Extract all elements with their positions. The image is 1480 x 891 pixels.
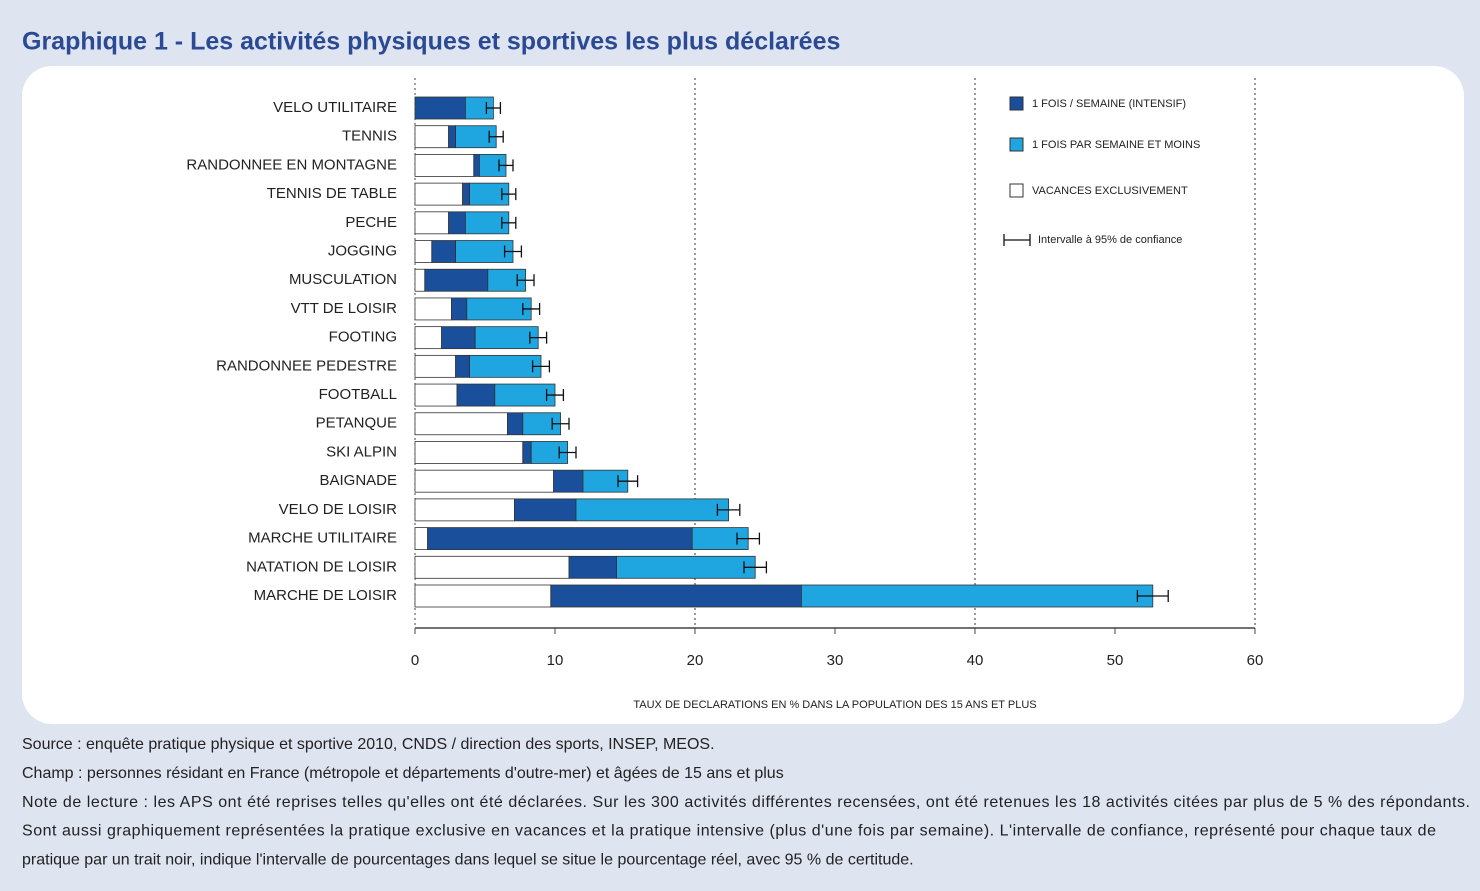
bar-segment: [414, 584, 552, 608]
bar-segment: [414, 125, 449, 149]
category-label: MARCHE DE LOISIR: [254, 587, 398, 604]
bar-segment: [414, 469, 555, 493]
panel: [22, 66, 1464, 724]
legend-label: Intervalle à 95% de confiance: [1038, 234, 1182, 246]
bar-segment: [801, 584, 1154, 608]
bar-segment: [414, 441, 524, 464]
category-label: BAIGNADE: [319, 472, 397, 489]
category-label: NATATION DE LOISIR: [246, 558, 397, 575]
bar-segment: [427, 527, 693, 550]
note: Sont aussi graphiquement représentées la…: [22, 823, 1436, 840]
note: Note de lecture : les APS ont été repris…: [22, 794, 1470, 811]
bar-segment: [575, 498, 730, 522]
category-label: MUSCULATION: [289, 271, 397, 288]
bar-segment: [414, 96, 466, 120]
note: pratique par un trait noir, indique l'in…: [22, 851, 914, 868]
bar-segment: [414, 527, 429, 550]
bar-segment: [456, 383, 496, 407]
legend-swatch: [1009, 183, 1024, 198]
bar-segment: [414, 498, 515, 522]
bar-segment: [448, 211, 466, 235]
category-label: PETANQUE: [316, 415, 397, 432]
bar-segment: [474, 326, 539, 350]
x-tick-label: 20: [687, 652, 704, 669]
x-tick-label: 10: [547, 652, 564, 669]
x-tick-label: 40: [967, 652, 984, 669]
category-label: FOOTBALL: [319, 386, 397, 403]
bar-segment: [414, 326, 443, 350]
category-label: VELO UTILITAIRE: [273, 99, 397, 116]
bar-segment: [414, 354, 456, 378]
bar-segment: [553, 469, 584, 493]
bar-segment: [514, 498, 577, 522]
category-label: JOGGING: [328, 242, 397, 259]
bar-segment: [469, 354, 542, 378]
bar-segment: [414, 240, 433, 263]
bar-segment: [466, 297, 532, 321]
x-tick-label: 0: [411, 652, 419, 669]
bar-segment: [455, 354, 471, 378]
legend-label: 1 FOIS PAR SEMAINE ET MOINS: [1032, 139, 1200, 151]
bar-segment: [414, 412, 508, 436]
bar-segment: [568, 555, 617, 579]
chart-title: Graphique 1 - Les activités physiques et…: [22, 28, 840, 56]
category-label: SKI ALPIN: [326, 443, 397, 460]
bar-segment: [448, 125, 457, 149]
legend-label: 1 FOIS / SEMAINE (INTENSIF): [1032, 98, 1186, 110]
bar-segment: [616, 555, 756, 579]
bar-segment: [414, 555, 570, 579]
bar-segment: [414, 154, 475, 177]
bar-segment: [550, 584, 802, 608]
category-label: RANDONNEE PEDESTRE: [216, 357, 397, 374]
bar-segment: [424, 268, 489, 292]
category-label: VELO DE LOISIR: [279, 501, 398, 518]
bar-segment: [462, 182, 471, 206]
bar-segment: [414, 211, 449, 235]
category-label: RANDONNEE EN MONTAGNE: [186, 156, 397, 173]
bar-segment: [506, 412, 524, 436]
x-axis-label: TAUX DE DECLARATIONS EN % DANS LA POPULA…: [633, 699, 1036, 711]
note: Champ : personnes résidant en France (mé…: [22, 765, 784, 782]
bar-segment: [473, 154, 480, 177]
bar-segment: [414, 268, 426, 292]
bar-segment: [450, 297, 468, 321]
x-tick-label: 50: [1107, 652, 1124, 669]
category-label: FOOTING: [329, 329, 397, 346]
x-tick-label: 60: [1247, 652, 1264, 669]
category-label: VTT DE LOISIR: [291, 300, 398, 317]
legend-label: VACANCES EXCLUSIVEMENT: [1032, 185, 1188, 197]
category-label: TENNIS: [342, 128, 397, 145]
legend-swatch: [1009, 96, 1024, 111]
bar-segment: [414, 297, 452, 321]
bar-segment: [431, 240, 456, 263]
category-label: MARCHE UTILITAIRE: [248, 530, 397, 547]
category-label: PECHE: [345, 214, 397, 231]
x-tick-label: 30: [827, 652, 844, 669]
category-label: TENNIS DE TABLE: [267, 185, 397, 202]
bar-segment: [522, 441, 532, 464]
bar-segment: [441, 326, 476, 350]
bar-segment: [414, 182, 463, 206]
bar-segment: [414, 383, 458, 407]
note: Source : enquête pratique physique et sp…: [22, 736, 715, 753]
legend-swatch: [1009, 137, 1024, 152]
